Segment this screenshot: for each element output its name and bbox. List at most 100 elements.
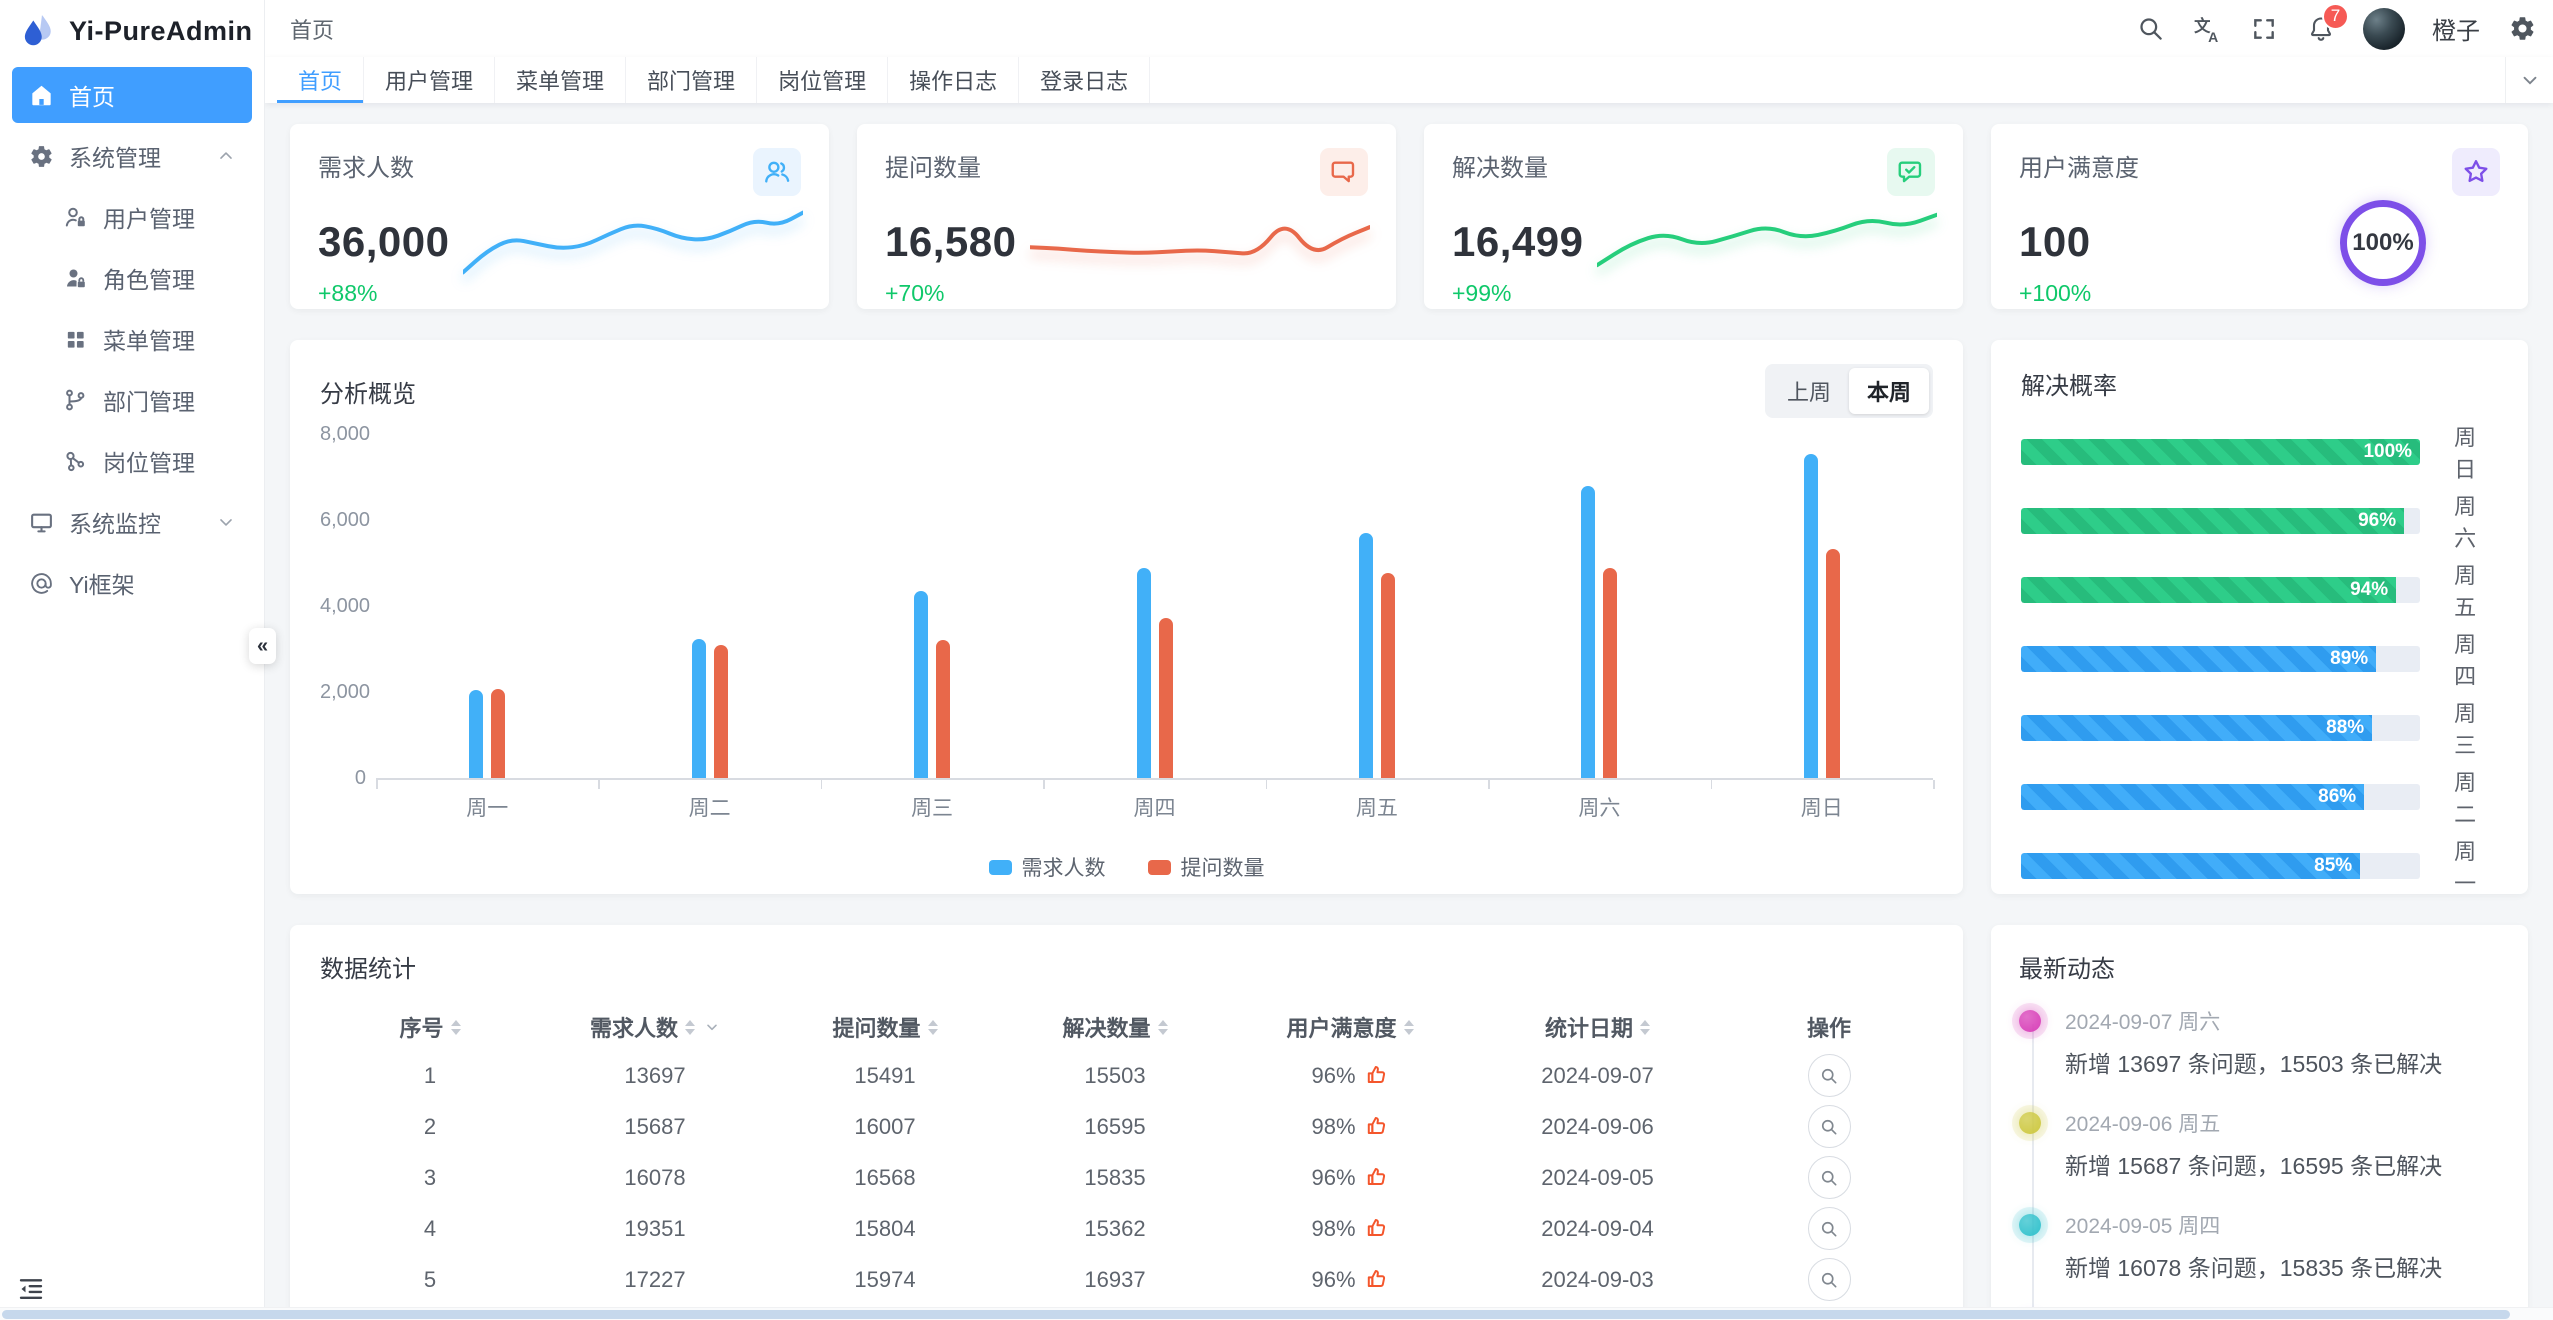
bell-icon[interactable]: 7 xyxy=(2306,2,2349,44)
at-icon xyxy=(28,570,54,596)
bar-demand xyxy=(914,590,929,778)
column-header-label: 提问数量 xyxy=(832,1016,921,1041)
sort-carets-icon[interactable] xyxy=(685,1019,695,1035)
cell-solved: 16937 xyxy=(1084,1266,1146,1292)
y-axis-label: 4,000 xyxy=(320,595,371,617)
scrollbar-thumb[interactable] xyxy=(2,1310,2510,1319)
progress-percent: 85% xyxy=(2314,855,2353,876)
sidebar-item-system-management[interactable]: 系统管理 xyxy=(12,128,252,184)
x-axis-tick xyxy=(1265,780,1268,789)
sidebar-item-menu-management[interactable]: 菜单管理 xyxy=(12,311,252,367)
column-header-label: 需求人数 xyxy=(589,1016,678,1041)
progress-fill: 100% xyxy=(2021,439,2421,465)
monitor-icon xyxy=(28,509,54,535)
tab-post-management[interactable]: 岗位管理 xyxy=(757,57,889,103)
cell-actions xyxy=(1725,1207,1933,1250)
sidebar-item-user-management[interactable]: 用户管理 xyxy=(12,189,252,245)
tab-home[interactable]: 首页 xyxy=(277,57,365,103)
cell-actions xyxy=(1725,1054,1933,1097)
tabbar: 首页 用户管理 菜单管理 部门管理 岗位管理 操作日志 登录日志 xyxy=(265,57,2553,103)
star-icon xyxy=(2452,148,2500,196)
last-week-button[interactable]: 上周 xyxy=(1786,380,1831,405)
tab-login-log[interactable]: 登录日志 xyxy=(1019,57,1151,103)
bar-questions xyxy=(491,688,506,778)
sidebar-item-post-management[interactable]: 岗位管理 xyxy=(12,433,252,489)
this-week-button[interactable]: 本周 xyxy=(1848,368,1929,414)
y-axis-label: 8,000 xyxy=(320,423,371,445)
sidebar-item-yi-framework[interactable]: Yi框架 xyxy=(12,555,252,611)
column-header-actions: 操作 xyxy=(1725,1011,1933,1043)
legend-item[interactable]: 需求人数 xyxy=(988,852,1106,882)
column-header-demand[interactable]: 需求人数 xyxy=(540,1011,770,1043)
progress-fill: 96% xyxy=(2021,508,2405,534)
cell-demand: 19351 xyxy=(624,1215,686,1241)
column-header-satisfaction[interactable]: 用户满意度 xyxy=(1230,1011,1470,1043)
stat-card-value: 100 xyxy=(2019,218,2091,265)
horizontal-scrollbar xyxy=(0,1307,2553,1320)
x-axis-tick xyxy=(376,780,378,789)
x-axis-tick xyxy=(1933,780,1935,789)
bar-demand xyxy=(469,689,484,778)
column-header-solved[interactable]: 解决数量 xyxy=(1000,1011,1230,1043)
solve-rate-row: 100% 周日 xyxy=(2021,425,2498,482)
sidebar-item-system-monitor[interactable]: 系统监控 xyxy=(12,494,252,550)
sidebar-item-home[interactable]: 首页 xyxy=(12,67,252,123)
trend-sparkline xyxy=(461,190,805,295)
sort-carets-icon[interactable] xyxy=(450,1019,461,1035)
legend-swatch xyxy=(1147,859,1171,875)
tab-menu-management[interactable]: 菜单管理 xyxy=(495,57,627,103)
solve-rate-card: 解决概率 100% 周日 96% 周六 94% 周五 89% 周四 88% 周三 86% 周二 85% 周… xyxy=(1991,340,2528,896)
stat-card-delta: +70% xyxy=(885,280,945,306)
thumb-up-icon xyxy=(1364,1216,1389,1241)
chevron-up-icon xyxy=(216,146,236,166)
x-axis-tick xyxy=(1488,780,1490,789)
sidebar-item-role-management[interactable]: 角色管理 xyxy=(12,250,252,306)
progress-percent: 94% xyxy=(2350,579,2389,600)
trend-sparkline xyxy=(1028,190,1372,295)
row-search-button[interactable] xyxy=(1807,1105,1851,1148)
legend-item[interactable]: 提问数量 xyxy=(1147,852,1265,882)
overview-card: 分析概览 上周 本周 0 2,000 4,000 6,000 8,000 周一 周二 周三 周四 周… xyxy=(290,340,1963,894)
sort-carets-icon[interactable] xyxy=(1640,1019,1650,1035)
tabs-strip: 首页 用户管理 菜单管理 部门管理 岗位管理 操作日志 登录日志 xyxy=(277,57,1151,103)
search-icon[interactable] xyxy=(2135,14,2165,44)
sort-carets-icon[interactable] xyxy=(1157,1019,1168,1035)
avatar[interactable] xyxy=(2363,7,2405,50)
sort-carets-icon[interactable] xyxy=(1403,1019,1414,1035)
notification-badge: 7 xyxy=(2322,2,2349,30)
stat-card-satisfaction: 用户满意度 100 +100% 100% xyxy=(1991,124,2528,309)
stat-card-value: 16,580 xyxy=(885,218,1017,265)
stat-card-value: 36,000 xyxy=(318,218,450,265)
sidebar-collapse-button[interactable]: « xyxy=(249,628,276,664)
sort-carets-icon[interactable] xyxy=(927,1019,938,1035)
tab-user-management[interactable]: 用户管理 xyxy=(364,57,496,103)
progress-percent: 88% xyxy=(2326,717,2365,738)
trend-sparkline xyxy=(1595,190,1939,295)
stat-card-title: 需求人数 xyxy=(318,155,414,182)
sidebar-fold-icon[interactable] xyxy=(16,1274,46,1304)
column-header-index[interactable]: 序号 xyxy=(320,1011,540,1043)
home-icon xyxy=(28,82,54,108)
legend-label: 需求人数 xyxy=(1021,857,1106,880)
filter-chevron-icon[interactable] xyxy=(704,1019,720,1035)
progress-fill: 94% xyxy=(2021,577,2397,603)
x-axis-category-label: 周五 xyxy=(1355,797,1398,820)
row-search-button[interactable] xyxy=(1807,1054,1851,1097)
settings-gear-icon[interactable] xyxy=(2507,14,2537,44)
x-axis-category-label: 周一 xyxy=(466,797,509,820)
tab-dept-management[interactable]: 部门管理 xyxy=(626,57,758,103)
column-header-date[interactable]: 统计日期 xyxy=(1470,1011,1725,1043)
tabs-dropdown-arrow[interactable] xyxy=(2505,57,2553,103)
x-axis-tick xyxy=(820,780,823,789)
row-search-button[interactable] xyxy=(1807,1207,1851,1250)
stat-card-title: 提问数量 xyxy=(885,155,981,182)
row-search-button[interactable] xyxy=(1807,1258,1851,1301)
row-search-button[interactable] xyxy=(1807,1156,1851,1199)
column-header-questions[interactable]: 提问数量 xyxy=(770,1011,1000,1043)
sidebar-item-dept-management[interactable]: 部门管理 xyxy=(12,372,252,428)
tab-operation-log[interactable]: 操作日志 xyxy=(888,57,1020,103)
branch-icon xyxy=(62,387,88,413)
app-title: Yi-PureAdmin xyxy=(69,15,253,46)
fullscreen-icon[interactable] xyxy=(2249,14,2279,44)
